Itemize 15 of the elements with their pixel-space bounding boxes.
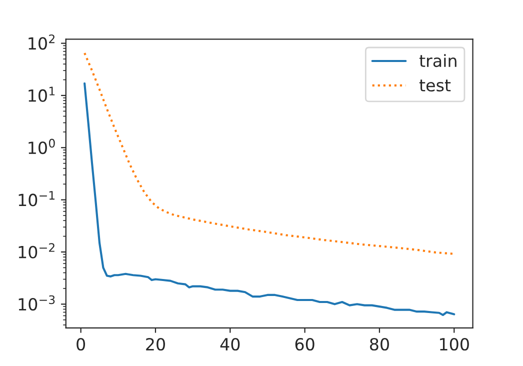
x-tick-label: 80 [370, 338, 389, 351]
x-tick-label: 60 [295, 338, 314, 351]
legend-label: test [419, 80, 451, 92]
x-tick-label: 20 [146, 338, 165, 351]
y-tick-label: 10$^{−1}$ [18, 191, 54, 206]
y-tick-label: 10$^{−3}$ [18, 295, 55, 311]
x-tick-label: 40 [220, 338, 240, 351]
y-tick-label: 10$^{−2}$ [18, 243, 54, 258]
x-tick-label: 100 [440, 338, 469, 351]
line-series [84, 52, 456, 255]
y-tick-label: 10$^{1}$ [28, 86, 55, 102]
y-tick-label: 10$^{2}$ [28, 34, 54, 50]
y-tick-label: 10$^{0}$ [28, 138, 55, 154]
legend-label: train [419, 54, 456, 68]
x-tick-label: 0 [76, 338, 86, 351]
